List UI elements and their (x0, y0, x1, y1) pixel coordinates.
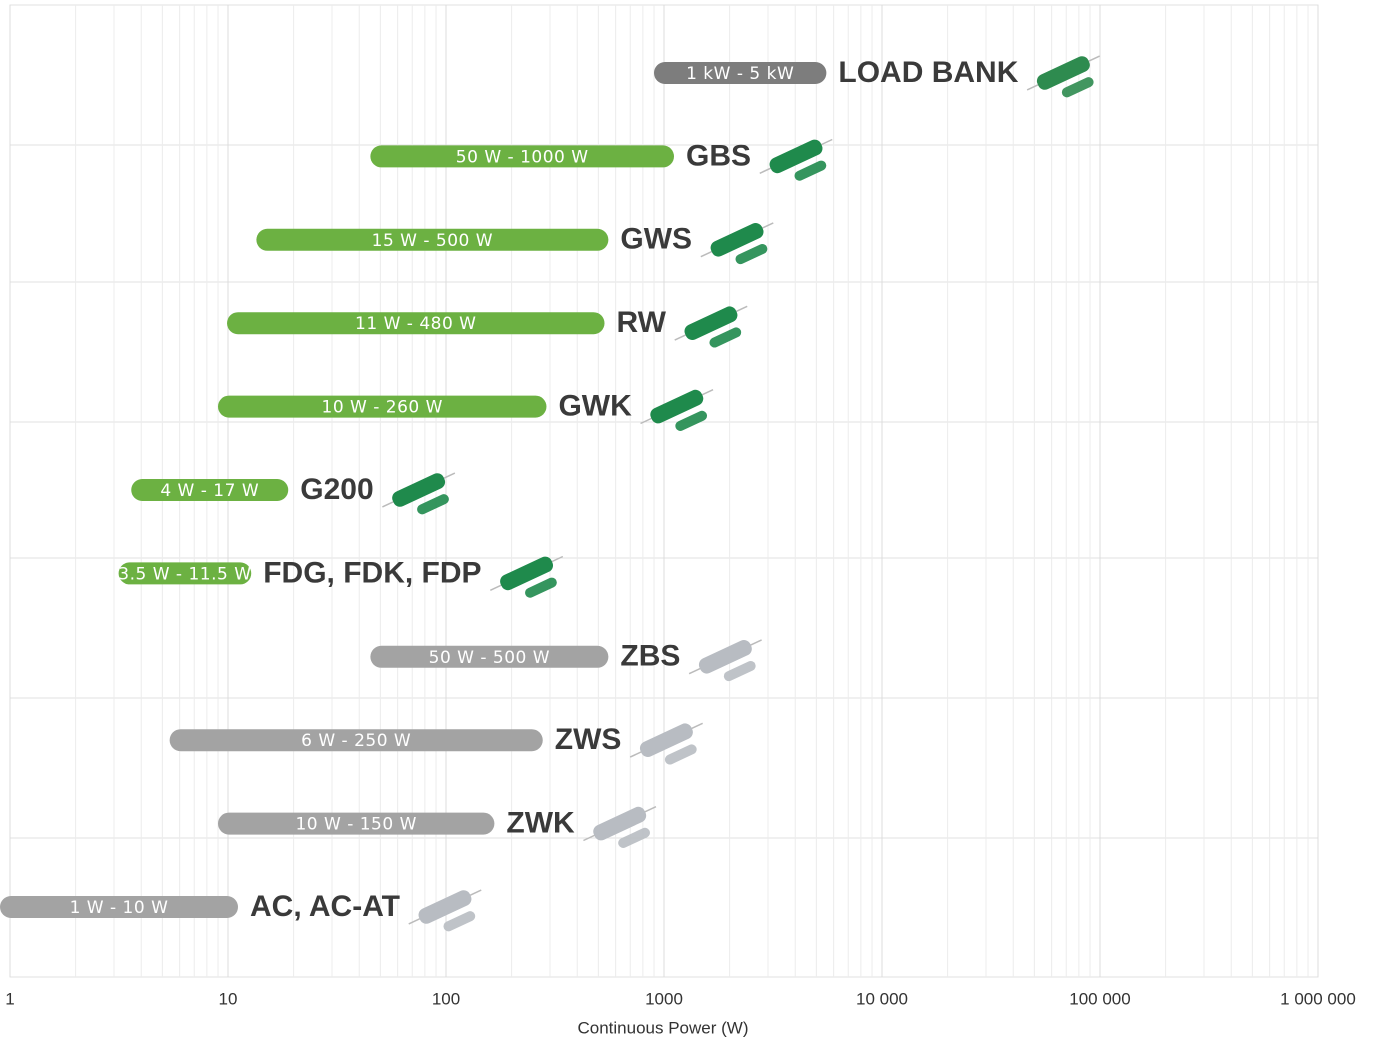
product-name: FDG, FDK, FDP (263, 556, 481, 589)
range-bar (654, 62, 827, 84)
product-image (489, 555, 564, 598)
resistor-body (618, 827, 650, 848)
value-label: 11 W - 480 W (355, 314, 476, 334)
product-image (583, 806, 657, 848)
value-label: 50 W - 1000 W (456, 147, 589, 167)
value-label: 1 kW - 5 kW (686, 64, 794, 84)
range-bar (169, 729, 543, 752)
resistor-body (418, 890, 472, 924)
resistor-body (794, 160, 827, 181)
range-bar (256, 228, 609, 251)
resistor-body (443, 911, 476, 932)
product-image (640, 389, 714, 431)
range-bar (131, 479, 289, 501)
resistor-body (723, 660, 756, 682)
resistor-body (1061, 77, 1094, 98)
product-name: ZBS (620, 640, 680, 673)
product-name: G200 (300, 473, 373, 506)
value-label: 10 W - 150 W (295, 815, 416, 835)
product-image (629, 722, 703, 765)
resistor-body (650, 389, 704, 424)
resistor-body (593, 806, 647, 841)
x-tick-label: 1 (5, 989, 14, 1008)
resistor-body (392, 473, 446, 507)
x-tick-label: 10 000 (856, 989, 908, 1008)
range-bar (370, 145, 674, 168)
value-label: 15 W - 500 W (372, 231, 493, 251)
product-name: GBS (686, 139, 751, 172)
x-tick-label: 100 000 (1069, 989, 1130, 1008)
value-label: 6 W - 250 W (301, 731, 411, 751)
x-tick-label: 1 000 000 (1280, 989, 1356, 1008)
x-axis-label: Continuous Power (W) (577, 1018, 748, 1037)
range-bar (0, 896, 238, 918)
resistor-body (500, 556, 554, 591)
resistor-body (710, 223, 764, 257)
value-label: 3.5 W - 11.5 W (118, 564, 251, 584)
value-label: 1 W - 10 W (70, 898, 169, 918)
product-image (759, 138, 833, 181)
x-tick-label: 1000 (645, 989, 683, 1008)
resistor-body (664, 744, 697, 765)
resistor-body (684, 306, 738, 340)
range-bar (227, 312, 605, 335)
product-name: ZWS (555, 723, 622, 756)
resistor-body (698, 640, 752, 674)
product-image (700, 222, 774, 265)
value-label: 50 W - 500 W (429, 648, 550, 668)
product-image (408, 889, 482, 932)
resistor-body (735, 243, 768, 265)
x-tick-label: 10 (219, 989, 238, 1008)
product-name: GWK (558, 390, 632, 423)
product-name: RW (617, 306, 667, 339)
product-image (688, 639, 762, 682)
resistor-body (709, 327, 742, 348)
product-image (674, 305, 748, 348)
product-image (1026, 55, 1100, 98)
resistor-body (769, 139, 823, 174)
product-name: AC, AC-AT (250, 890, 400, 923)
resistor-body (525, 577, 557, 598)
range-bar (218, 395, 547, 418)
product-name: GWS (620, 223, 692, 256)
value-label: 10 W - 260 W (322, 398, 443, 418)
product-name: ZWK (506, 807, 575, 840)
resistor-body (417, 494, 449, 515)
range-bar (370, 645, 609, 668)
resistor-body (675, 410, 708, 431)
value-label: 4 W - 17 W (160, 481, 259, 501)
resistor-body (639, 723, 693, 757)
range-bar (218, 812, 495, 835)
x-tick-label: 100 (432, 989, 460, 1008)
product-name: LOAD BANK (838, 56, 1018, 89)
range-bar (118, 562, 252, 585)
product-image (382, 472, 456, 515)
resistor-body (1036, 56, 1090, 90)
